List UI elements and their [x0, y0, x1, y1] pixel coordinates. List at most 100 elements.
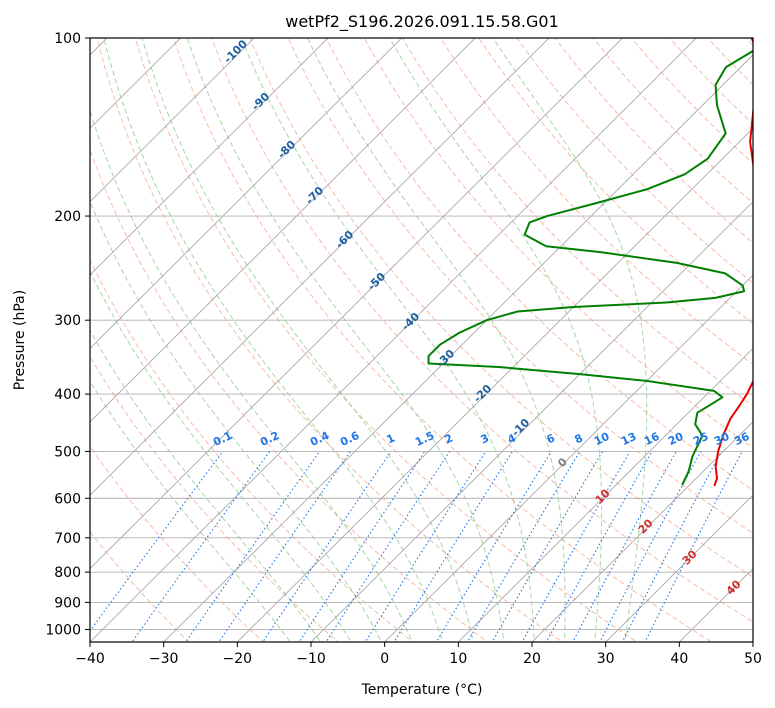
- isotherm-line: [90, 38, 697, 642]
- isotherm-line: [90, 38, 550, 496]
- dry-adiabat-line: [554, 38, 753, 244]
- mixing-ratio-line: [131, 451, 271, 642]
- isotherm-line: [310, 201, 753, 642]
- y-tick-label: 500: [54, 444, 81, 460]
- x-tick-label: 50: [744, 651, 762, 667]
- isotherm-line: [163, 54, 753, 642]
- x-tick-label: −30: [149, 651, 179, 667]
- dry-adiabat-line: [668, 38, 753, 125]
- moist-adiabat-line: [90, 270, 352, 642]
- mixing-ratio-label: 30: [712, 430, 732, 448]
- moist-adiabat-line: [90, 109, 413, 642]
- mixing-ratio-line: [298, 451, 426, 642]
- dry-adiabat-line: [478, 38, 753, 325]
- mixing-ratio-line: [572, 451, 677, 642]
- y-axis-ticks: 100 200 300 400 500 600 700 800 900 1000: [45, 31, 90, 638]
- x-tick-label: −20: [223, 651, 253, 667]
- moist-adiabat-line: [90, 329, 322, 642]
- dry-adiabat-line: [325, 38, 753, 491]
- mixing-ratio-label: 16: [642, 430, 662, 448]
- isotherm-line: [90, 38, 403, 349]
- dry-adiabat-line: [96, 38, 564, 642]
- mixing-ratio-line: [364, 451, 487, 642]
- mixing-ratio-label: 36: [732, 430, 752, 448]
- moist-adiabats: [90, 38, 648, 642]
- y-tick-label: 200: [54, 209, 81, 225]
- y-tick-label: 400: [54, 387, 81, 403]
- isotherm-line: [90, 38, 624, 570]
- moist-adiabat-line: [492, 38, 648, 642]
- mixing-ratio-line: [435, 451, 552, 642]
- dry-adiabat-line: [211, 38, 753, 623]
- dry-adiabat-line: [249, 38, 753, 578]
- dry-adiabat-line: [630, 38, 753, 165]
- isotherm-line: [90, 38, 255, 203]
- isotherm-line: [457, 347, 753, 642]
- isotherm-line: [90, 38, 476, 423]
- dry-adiabat-line: [287, 38, 753, 534]
- dry-adiabat-line: [173, 38, 713, 642]
- mixing-ratio-label: 25: [691, 430, 710, 448]
- moist-adiabat-line: [90, 380, 291, 642]
- mixing-ratio-line: [393, 451, 513, 642]
- mixing-ratio-line: [325, 451, 451, 642]
- x-tick-label: −40: [75, 651, 105, 667]
- mixing-ratio-label: 20: [666, 430, 686, 448]
- chart-title: wetPf2_S196.2026.091.15.58.G01: [285, 12, 559, 32]
- x-tick-label: 0: [380, 651, 389, 667]
- plot-area: [90, 38, 753, 642]
- y-tick-label: 800: [54, 565, 81, 581]
- isotherm-line: [236, 127, 753, 642]
- mixing-ratio-line: [262, 451, 392, 642]
- x-tick-label: 30: [597, 651, 615, 667]
- moist-adiabat-line: [389, 38, 603, 642]
- dry-adiabats: [90, 38, 753, 642]
- moist-adiabat-line: [307, 38, 566, 642]
- moist-adiabat-line: [186, 38, 505, 642]
- dry-adiabat-line: [90, 258, 414, 642]
- moist-adiabat-line: [90, 200, 383, 642]
- y-tick-label: 900: [54, 595, 81, 611]
- dry-adiabat-line: [90, 148, 489, 642]
- y-tick-label: 100: [54, 31, 81, 47]
- mixing-ratio-line: [466, 451, 581, 642]
- x-axis-ticks: −40 −30 −20 −10 0 10 20 30 40 50: [75, 642, 762, 667]
- mixing-ratio-label: 13: [619, 430, 638, 448]
- dry-adiabat-line: [90, 445, 265, 642]
- dry-adiabat-line: [401, 38, 753, 407]
- mixing-ratio-label: 10: [592, 430, 612, 448]
- dewpoint-profile-line: [427, 49, 753, 486]
- moist-adiabat-line: [141, 38, 474, 642]
- isotherm-line: [531, 421, 753, 642]
- x-tick-label: 10: [449, 651, 467, 667]
- y-axis-title: Pressure (hPa): [12, 290, 28, 390]
- mixing-ratio-lines: [90, 451, 743, 642]
- isotherm-line: [90, 38, 182, 129]
- x-tick-label: −10: [296, 651, 326, 667]
- plot-frame: [89, 37, 754, 643]
- moist-adiabat-line: [240, 38, 535, 642]
- pressure-grid: [90, 38, 753, 630]
- dry-adiabat-line: [134, 38, 638, 642]
- mixing-ratio-line: [218, 451, 351, 642]
- isotherm-line: [90, 38, 329, 276]
- y-tick-label: 600: [54, 491, 81, 507]
- isotherm-line: [605, 494, 753, 642]
- y-tick-label: 700: [54, 531, 81, 547]
- mixing-ratio-line: [90, 451, 224, 632]
- dry-adiabat-line: [363, 38, 753, 449]
- moist-adiabat-line: [103, 38, 444, 642]
- mixing-ratio-line: [599, 451, 702, 642]
- mixing-ratio-line: [491, 451, 604, 642]
- isotherm-line: [384, 274, 753, 642]
- mixing-ratio-line: [521, 451, 631, 642]
- mixing-ratio-line: [545, 451, 653, 642]
- y-tick-label: 1000: [45, 622, 81, 638]
- x-axis-title: Temperature (°C): [361, 682, 483, 698]
- x-tick-label: 40: [670, 651, 688, 667]
- isotherms: [90, 38, 753, 642]
- dry-adiabat-line: [90, 531, 190, 642]
- x-tick-label: 20: [523, 651, 541, 667]
- y-tick-label: 300: [54, 313, 81, 329]
